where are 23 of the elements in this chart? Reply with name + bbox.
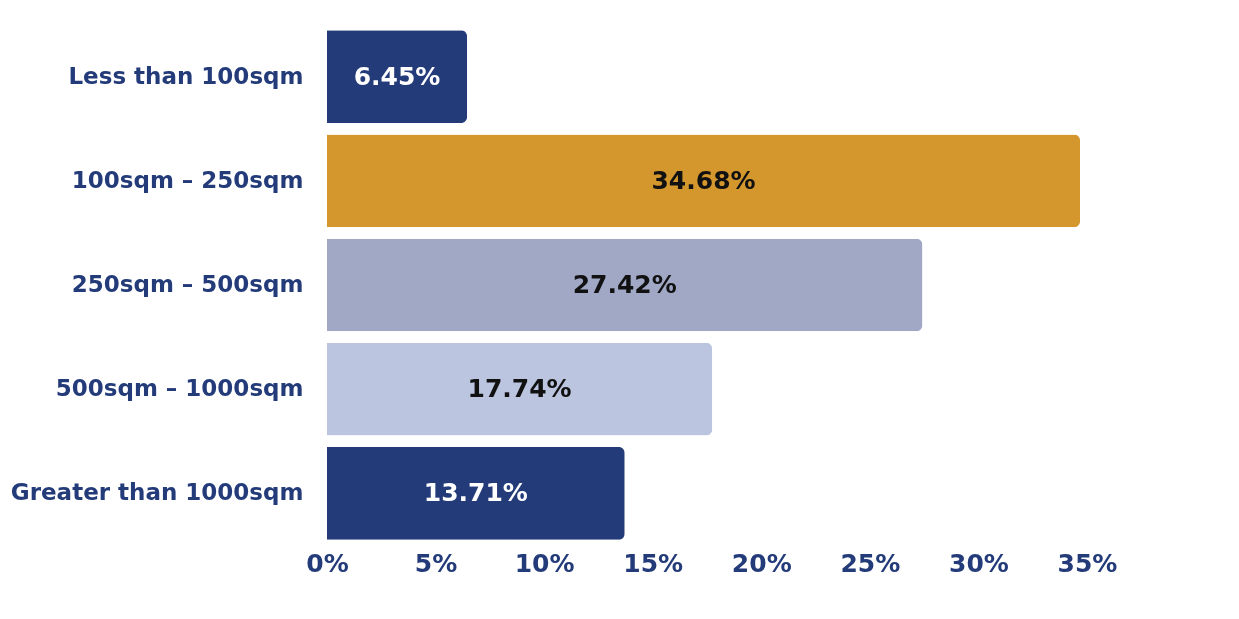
x-tick-label: 0% [306, 548, 349, 578]
x-tick-label: 5% [414, 548, 458, 578]
data-label: 27.42% [572, 270, 677, 299]
y-tick-label: 100sqm – 250sqm [71, 166, 304, 193]
y-tick-label: Greater than 1000sqm [10, 479, 304, 506]
bar [327, 447, 625, 540]
y-tick-label: 250sqm – 500sqm [71, 271, 304, 297]
x-tick-label: 10% [514, 548, 575, 578]
bar [327, 342, 713, 436]
bar [327, 30, 468, 123]
x-tick-label: 35% [1057, 548, 1118, 578]
data-label: 6.45% [353, 61, 441, 91]
data-label: 13.71% [423, 478, 528, 508]
data-label: 34.68% [651, 165, 756, 195]
x-tick-label: 15% [623, 548, 684, 578]
x-tick-label: 25% [840, 548, 901, 578]
x-tick-label: 30% [949, 548, 1009, 578]
y-tick-label: Less than 100sqm [68, 62, 304, 89]
x-tick-label: 20% [731, 548, 792, 578]
y-tick-label: 500sqm – 1000sqm [55, 375, 304, 402]
data-label: 17.74% [467, 374, 572, 404]
bar [327, 238, 923, 332]
bar [327, 134, 1081, 228]
